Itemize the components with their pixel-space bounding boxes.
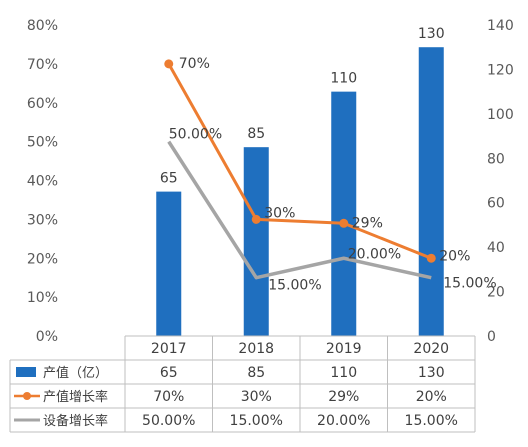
left-axis-tick-label: 40% [27, 174, 58, 190]
x-axis-tick-label: 2019 [326, 341, 362, 357]
left-axis-tick-label: 30% [27, 212, 58, 228]
right-axis-tick-label: 80 [487, 151, 505, 167]
right-axis-tick-label: 140 [487, 18, 514, 34]
table-row-label: 产值增长率 [43, 389, 108, 405]
right-axis-tick-label: 20 [487, 285, 505, 301]
table-cell: 50.00% [142, 413, 195, 429]
table-cell: 29% [328, 389, 359, 405]
table-row-label: 设备增长率 [43, 413, 108, 429]
data-label-equipment-growth: 15.00% [268, 278, 321, 294]
x-axis-tick-label: 2020 [413, 341, 449, 357]
table-cell: 20.00% [317, 413, 370, 429]
point-output-growth [426, 253, 436, 263]
table-cell: 65 [160, 365, 178, 381]
bar-data-label: 110 [330, 71, 357, 87]
right-axis-tick-label: 40 [487, 240, 505, 256]
point-output-growth [339, 218, 349, 228]
table-cell: 15.00% [405, 413, 458, 429]
right-axis-tick-label: 100 [487, 107, 514, 123]
left-axis-tick-label: 50% [27, 135, 58, 151]
data-label-output-growth: 30% [264, 205, 295, 221]
table-cell: 70% [153, 389, 184, 405]
bar-production-value [331, 91, 357, 337]
data-label-equipment-growth: 20.00% [348, 246, 401, 262]
legend-key-marker [23, 392, 31, 400]
right-axis-tick-label: 60 [487, 196, 505, 212]
left-axis-tick-label: 10% [27, 290, 58, 306]
x-axis-tick-label: 2017 [151, 341, 187, 357]
table-cell: 110 [330, 365, 357, 381]
point-output-growth [164, 59, 174, 69]
left-axis-tick-label: 80% [27, 18, 58, 34]
legend-key-bar [16, 367, 36, 377]
point-output-growth [251, 214, 261, 224]
table-cell: 130 [418, 365, 445, 381]
table-cell: 15.00% [230, 413, 283, 429]
left-axis-tick-label: 70% [27, 57, 58, 73]
table-cell: 85 [247, 365, 265, 381]
right-axis-tick-label: 0 [487, 329, 496, 345]
left-axis-tick-label: 20% [27, 251, 58, 267]
bar-production-value [243, 147, 269, 336]
bar-data-label: 85 [247, 126, 265, 142]
data-label-equipment-growth: 50.00% [169, 127, 222, 143]
series-line-output-growth [167, 63, 432, 260]
data-label-output-growth: 70% [179, 56, 210, 72]
bar-production-value [418, 47, 444, 336]
bar-data-label: 65 [160, 171, 178, 187]
data-label-output-growth: 20% [439, 248, 470, 264]
x-axis-tick-label: 2018 [238, 341, 274, 357]
series-line-equipment-growth [167, 140, 432, 280]
table-cell: 20% [416, 389, 447, 405]
right-axis-tick-label: 120 [487, 62, 514, 78]
bar-production-value [156, 191, 182, 336]
bar-data-label: 130 [418, 26, 445, 42]
left-axis-tick-label: 60% [27, 96, 58, 112]
table-row-label: 产值（亿） [43, 365, 108, 381]
data-label-equipment-growth: 15.00% [443, 276, 496, 292]
left-axis-tick-label: 0% [36, 329, 58, 345]
data-label-output-growth: 29% [352, 215, 383, 231]
table-cell: 30% [241, 389, 272, 405]
